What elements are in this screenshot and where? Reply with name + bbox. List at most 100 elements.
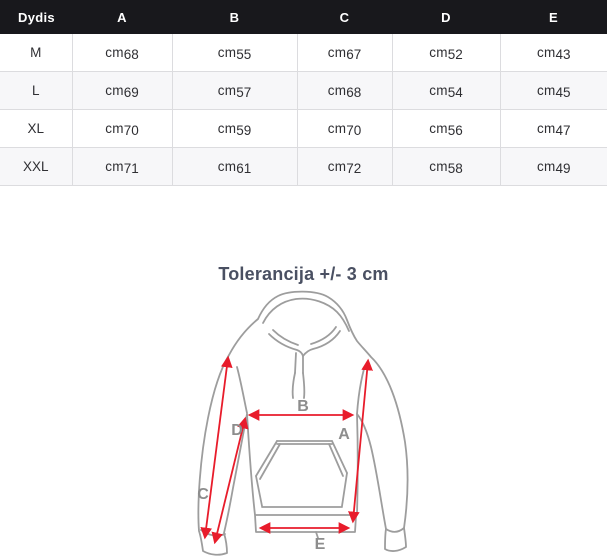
unit-label: cm <box>105 45 124 60</box>
measure-value: 47 <box>555 123 571 138</box>
measure-label-d: D <box>231 422 243 439</box>
measure-cell: cm54 <box>392 71 501 110</box>
measure-cell: cm45 <box>500 71 607 110</box>
drawstring-left <box>291 372 296 399</box>
pocket-side-left <box>255 475 263 507</box>
measure-value: 55 <box>236 47 252 62</box>
unit-label: cm <box>429 121 448 136</box>
measure-cell: cm68 <box>297 71 393 110</box>
unit-label: cm <box>105 121 124 136</box>
unit-label: cm <box>429 159 448 174</box>
measure-cell: cm59 <box>172 109 298 148</box>
unit-label: cm <box>537 121 556 136</box>
measure-value: 68 <box>346 85 362 100</box>
measure-cell: cm49 <box>500 147 607 186</box>
measure-cell: cm47 <box>500 109 607 148</box>
pocket-opening-left-outer <box>255 440 278 477</box>
measure-value: 45 <box>555 85 571 100</box>
measure-value: 56 <box>447 123 463 138</box>
hoodie-measurement-diagram: B A D C E <box>197 290 409 556</box>
measure-value: 58 <box>447 161 463 176</box>
measurement-arrows <box>200 355 373 545</box>
measure-label-b: B <box>297 398 309 415</box>
measure-cell: cm58 <box>392 147 501 186</box>
measure-value: 70 <box>123 123 139 138</box>
measure-cell: cm55 <box>172 34 298 72</box>
measure-value: 69 <box>123 85 139 100</box>
measure-value: 59 <box>236 123 252 138</box>
unit-label: cm <box>327 121 347 136</box>
column-header-dydis: Dydis <box>0 0 72 34</box>
unit-label: cm <box>537 45 556 60</box>
column-header-d: D <box>392 0 500 34</box>
measure-arrow-a <box>348 358 373 524</box>
measure-value: 70 <box>346 123 362 138</box>
column-header-a: A <box>72 0 172 34</box>
unit-label: cm <box>537 159 556 174</box>
size-table-header-row: Dydis A B C D E <box>0 0 607 34</box>
measure-value: 72 <box>346 161 362 176</box>
unit-label: cm <box>537 83 556 98</box>
measure-arrow-d <box>211 416 249 545</box>
size-label: XL <box>0 109 73 148</box>
unit-label: cm <box>327 159 347 174</box>
size-label: XXL <box>0 147 73 186</box>
measure-value: 67 <box>346 47 362 62</box>
measure-value: 49 <box>555 161 571 176</box>
column-header-c: C <box>297 0 392 34</box>
hood-inner-line <box>262 297 350 332</box>
measurement-labels: B A D C E <box>197 398 350 553</box>
placket-left-line <box>294 352 297 374</box>
measure-cell: cm43 <box>500 34 607 72</box>
measure-value: 52 <box>447 47 463 62</box>
measure-cell: cm52 <box>392 34 501 72</box>
measure-label-a: A <box>338 426 350 443</box>
unit-label: cm <box>327 83 347 98</box>
size-table: Dydis A B C D E M cm68 cm55 cm67 cm52 cm… <box>0 0 607 186</box>
tolerance-title: Tolerancija +/- 3 cm <box>218 264 389 284</box>
hoodie-outline <box>197 290 409 556</box>
measure-value: 68 <box>123 47 139 62</box>
hood-opening-right <box>302 330 341 357</box>
table-row-l: L cm69 cm57 cm68 cm54 cm45 <box>0 71 607 110</box>
armhole-seam-left <box>236 366 248 414</box>
unit-label: cm <box>105 83 124 98</box>
table-row-xl: XL cm70 cm59 cm70 cm56 cm47 <box>0 109 607 148</box>
measure-label-e: E <box>315 536 326 553</box>
table-row-m: M cm68 cm55 cm67 cm52 cm43 <box>0 34 607 72</box>
measure-cell: cm70 <box>297 109 393 148</box>
pocket-opening-right-inner <box>328 443 344 477</box>
measure-cell: cm67 <box>297 34 393 72</box>
unit-label: cm <box>429 45 448 60</box>
measure-value: 43 <box>555 47 571 62</box>
measure-cell: cm61 <box>172 147 298 186</box>
unit-label: cm <box>105 159 124 174</box>
measure-cell: cm56 <box>392 109 501 148</box>
unit-label: cm <box>217 159 237 174</box>
cuff-right-line <box>385 527 405 533</box>
measure-cell: cm70 <box>72 109 173 148</box>
measure-value: 57 <box>236 85 252 100</box>
measure-cell: cm57 <box>172 71 298 110</box>
unit-label: cm <box>327 45 347 60</box>
measure-value: 54 <box>447 85 463 100</box>
measure-label-c: C <box>197 486 209 503</box>
hood-opening-left <box>268 333 304 357</box>
hood-opening-right-inner <box>310 326 337 345</box>
drawstring-right <box>302 372 306 399</box>
measure-cell: cm71 <box>72 147 173 186</box>
unit-label: cm <box>217 83 237 98</box>
column-header-e: E <box>500 0 607 34</box>
measure-cell: cm72 <box>297 147 393 186</box>
measure-cell: cm69 <box>72 71 173 110</box>
pocket-opening-left-inner <box>259 443 281 480</box>
size-label: L <box>0 71 73 110</box>
measure-value: 61 <box>236 161 252 176</box>
unit-label: cm <box>429 83 448 98</box>
table-row-xxl: XXL cm71 cm61 cm72 cm58 cm49 <box>0 147 607 186</box>
unit-label: cm <box>217 45 237 60</box>
size-label: M <box>0 34 73 72</box>
measure-value: 71 <box>123 161 139 176</box>
hood-opening-left-inner <box>272 329 299 346</box>
